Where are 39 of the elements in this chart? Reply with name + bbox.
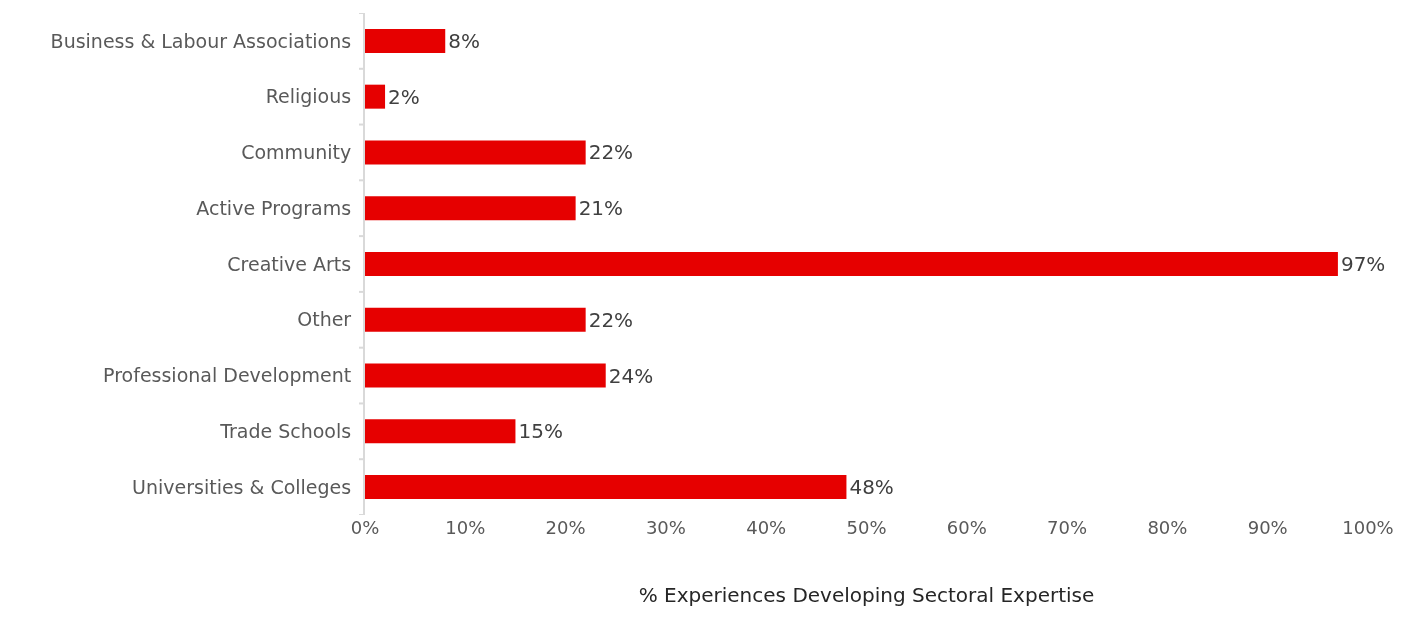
x-tick-label: 20% xyxy=(545,517,586,538)
data-label: 22% xyxy=(588,140,634,165)
bar xyxy=(365,419,516,444)
bar xyxy=(365,475,847,500)
x-tick-label: 30% xyxy=(645,517,686,538)
bar xyxy=(365,363,606,388)
y-tick-label: Business & Labour Associations xyxy=(50,29,352,52)
data-label: 22% xyxy=(588,307,634,332)
data-label: 21% xyxy=(578,196,624,221)
y-tick-label: Professional Development xyxy=(103,364,352,387)
x-tick-label: 90% xyxy=(1247,517,1288,538)
bar xyxy=(365,84,386,109)
data-label: 8% xyxy=(448,28,480,53)
data-label: 48% xyxy=(849,475,894,500)
y-tick-label: Community xyxy=(241,141,352,164)
x-tick-label: 60% xyxy=(946,517,987,538)
y-tick-label: Trade Schools xyxy=(219,419,352,442)
data-label: 15% xyxy=(518,419,563,444)
x-tick-label: 80% xyxy=(1147,517,1188,538)
data-label: 24% xyxy=(608,363,654,388)
y-tick-label: Active Programs xyxy=(196,196,352,219)
x-axis-title: % Experiences Developing Sectoral Expertise xyxy=(638,582,1095,607)
bar xyxy=(365,307,586,332)
x-tick-label: 50% xyxy=(846,517,887,538)
y-tick-label: Religious xyxy=(265,85,352,108)
x-tick-label: 100% xyxy=(1342,517,1394,538)
data-label: 2% xyxy=(388,84,420,109)
x-tick-label: 10% xyxy=(445,517,486,538)
bar xyxy=(365,140,586,165)
y-tick-label: Other xyxy=(297,308,352,331)
x-tick-label: 40% xyxy=(746,517,787,538)
bar xyxy=(365,252,1338,276)
bar xyxy=(365,196,576,221)
y-tick-label: Universities & Colleges xyxy=(132,475,352,498)
x-tick-label: 70% xyxy=(1047,517,1088,538)
y-tick-label: Creative Arts xyxy=(227,252,352,275)
x-tick-label: 0% xyxy=(350,517,380,538)
bar xyxy=(365,28,446,53)
data-label: 97% xyxy=(1340,251,1386,276)
